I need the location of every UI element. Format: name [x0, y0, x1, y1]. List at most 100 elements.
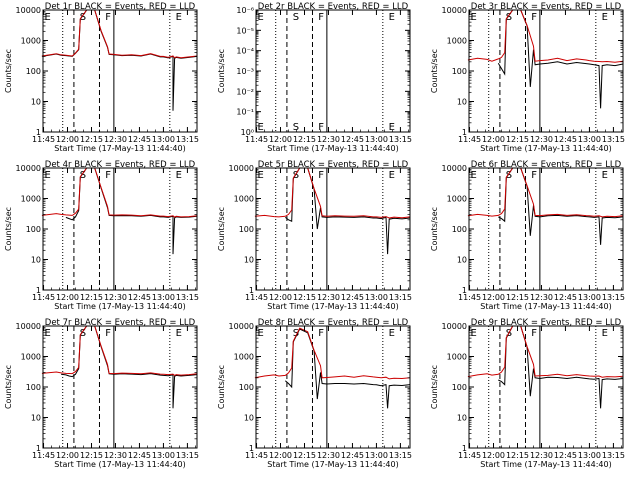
- x-tick-label: 12:30: [530, 293, 553, 302]
- x-axis-label: Start Time (17-May-13 11:44:40): [480, 302, 611, 311]
- interval-marker: F: [105, 12, 111, 23]
- interval-marker-bottom: E: [389, 122, 395, 133]
- interval-marker: E: [389, 12, 395, 23]
- y-tick-label: 10: [31, 98, 41, 107]
- x-tick-label: 12:15: [293, 135, 316, 144]
- interval-marker-bottom: E: [258, 122, 264, 133]
- panel-title: Det 7r BLACK = Events, RED = LLD: [45, 318, 196, 328]
- interval-marker: F: [531, 328, 537, 339]
- x-tick-label: 12:45: [341, 293, 364, 302]
- y-tick-label: 1: [249, 444, 254, 453]
- x-tick-label: 12:45: [554, 293, 577, 302]
- x-axis-label: Start Time (17-May-13 11:44:40): [480, 144, 611, 153]
- interval-marker: E: [471, 12, 477, 23]
- x-axis-label: Start Time (17-May-13 11:44:40): [54, 302, 185, 311]
- interval-marker: E: [602, 328, 608, 339]
- x-tick-label: 12:00: [269, 135, 292, 144]
- x-tick-label: 12:30: [104, 135, 127, 144]
- x-tick-label: 13:15: [602, 293, 625, 302]
- x-tick-label: 12:30: [530, 451, 553, 460]
- y-tick-label: 10000: [442, 322, 467, 331]
- interval-marker: E: [471, 170, 477, 181]
- x-axis-label: Start Time (17-May-13 11:44:40): [267, 460, 398, 469]
- x-tick-label: 13:15: [176, 293, 199, 302]
- y-tick-label: 1000: [21, 195, 41, 204]
- interval-marker: E: [389, 328, 395, 339]
- y-tick-label: 1: [462, 286, 467, 295]
- y-tick-label: 100: [26, 67, 41, 76]
- interval-marker: E: [45, 170, 51, 181]
- x-tick-label: 13:00: [152, 135, 175, 144]
- x-tick-label: 13:15: [176, 451, 199, 460]
- x-tick-label: 11:45: [32, 135, 55, 144]
- x-tick-label: 11:45: [458, 135, 481, 144]
- y-tick-label: 100: [26, 383, 41, 392]
- x-tick-label: 11:45: [245, 293, 268, 302]
- y-tick-label: 10⁻¹: [236, 108, 254, 117]
- x-tick-label: 11:45: [32, 451, 55, 460]
- panel-title: Det 2r BLACK = Events, RED = LLD: [258, 2, 409, 12]
- y-tick-label: 10: [457, 256, 467, 265]
- x-tick-label: 13:15: [389, 293, 412, 302]
- lld-series-line: [41, 325, 198, 376]
- x-tick-label: 12:45: [128, 135, 151, 144]
- y-tick-label: 100: [452, 225, 467, 234]
- y-tick-label: 1000: [21, 353, 41, 362]
- x-tick-label: 12:00: [482, 135, 505, 144]
- y-tick-label: 10: [457, 414, 467, 423]
- lld-series-line: [467, 167, 624, 218]
- events-series-line: [61, 325, 198, 409]
- interval-marker: F: [531, 170, 537, 181]
- plot-frame: [255, 325, 411, 449]
- interval-marker: F: [318, 328, 324, 339]
- interval-marker: S: [80, 170, 86, 181]
- y-tick-label: 10000: [16, 6, 41, 15]
- interval-marker: E: [176, 328, 182, 339]
- y-tick-label: 1000: [447, 195, 467, 204]
- lld-series-line: [41, 9, 198, 59]
- y-tick-label: 1: [462, 128, 467, 137]
- x-tick-label: 11:45: [245, 451, 268, 460]
- events-series-line: [284, 328, 411, 409]
- x-tick-label: 12:30: [317, 293, 340, 302]
- y-axis-label: Counts/sec: [430, 365, 439, 409]
- y-tick-label: 10: [457, 98, 467, 107]
- y-tick-label: 10⁰: [241, 128, 254, 137]
- lld-series-line: [467, 9, 624, 63]
- y-tick-label: 1: [36, 286, 41, 295]
- interval-marker: S: [80, 328, 86, 339]
- x-tick-label: 12:15: [80, 451, 103, 460]
- interval-marker: S: [293, 328, 299, 339]
- x-axis-label: Start Time (17-May-13 11:44:40): [480, 460, 611, 469]
- y-tick-label: 1: [36, 444, 41, 453]
- x-tick-label: 12:00: [482, 451, 505, 460]
- y-tick-label: 10: [31, 256, 41, 265]
- interval-marker-bottom: S: [293, 122, 299, 133]
- plot-frame: [468, 9, 624, 133]
- interval-marker: E: [602, 170, 608, 181]
- x-tick-label: 12:30: [530, 135, 553, 144]
- x-tick-label: 13:00: [365, 293, 388, 302]
- events-series-line: [41, 9, 198, 111]
- panel-title: Det 1r BLACK = Events, RED = LLD: [45, 2, 196, 12]
- panel-title: Det 5r BLACK = Events, RED = LLD: [258, 160, 409, 170]
- y-tick-label: 1: [462, 444, 467, 453]
- x-tick-label: 13:00: [578, 135, 601, 144]
- interval-marker: S: [506, 170, 512, 181]
- x-tick-label: 13:15: [176, 135, 199, 144]
- x-tick-label: 13:00: [365, 135, 388, 144]
- lld-series-line: [467, 325, 624, 378]
- interval-marker: F: [318, 12, 324, 23]
- x-tick-label: 13:00: [152, 293, 175, 302]
- panel-title: Det 8r BLACK = Events, RED = LLD: [258, 318, 409, 328]
- y-tick-label: 10000: [442, 164, 467, 173]
- y-axis-label: Counts/sec: [217, 49, 226, 93]
- x-tick-label: 13:00: [578, 451, 601, 460]
